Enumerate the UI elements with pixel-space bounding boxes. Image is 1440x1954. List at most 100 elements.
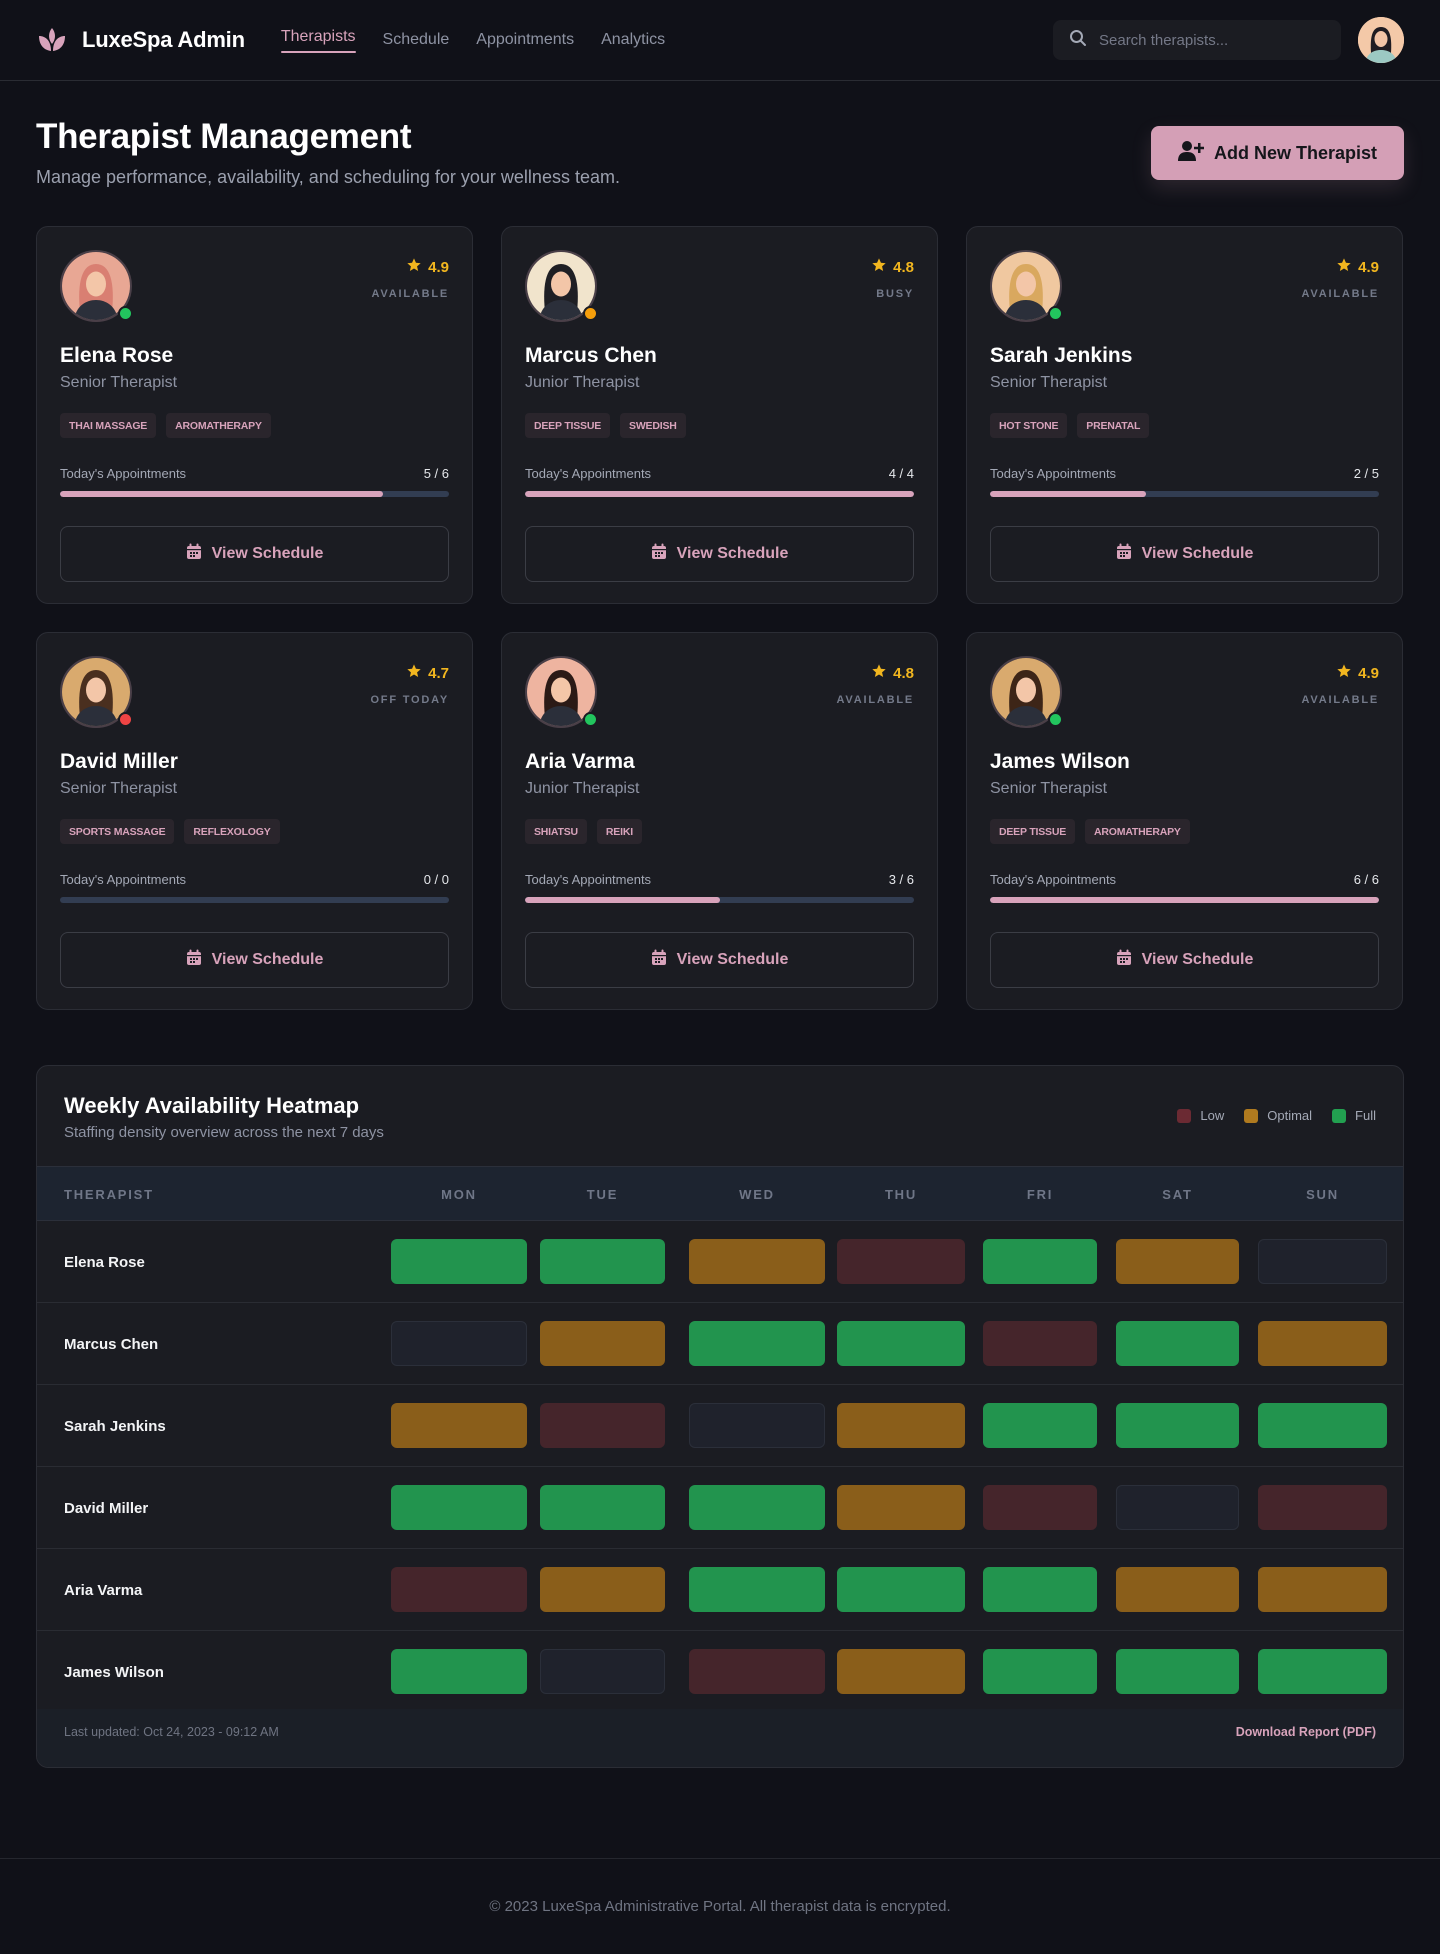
heatmap-cell-sat-empty[interactable] (1116, 1485, 1239, 1530)
heatmap-cell-wed-full[interactable] (689, 1567, 825, 1612)
heatmap-cell-thu-full[interactable] (837, 1321, 965, 1366)
heatmap-table: THERAPIST MON TUE WED THU FRI SAT SUN Elena Ros… (37, 1166, 1403, 1713)
heatmap-cell-tue-low[interactable] (540, 1403, 665, 1448)
heatmap-cell-thu-low[interactable] (837, 1239, 965, 1284)
heatmap-cell-tue-optimal[interactable] (540, 1321, 665, 1366)
heatmap-cell-thu-full[interactable] (837, 1567, 965, 1612)
heatmap-cell-thu-optimal[interactable] (837, 1649, 965, 1694)
rating-value: 4.9 (1358, 258, 1379, 276)
therapist-avatar[interactable] (60, 656, 132, 728)
search-box[interactable] (1053, 20, 1341, 60)
calendar-icon (186, 949, 212, 971)
heatmap-cell-sun-full[interactable] (1258, 1649, 1387, 1694)
heatmap-cell-fri-full[interactable] (983, 1649, 1097, 1694)
view-schedule-button[interactable]: View Schedule (60, 932, 449, 988)
heatmap-cell-sat-full[interactable] (1116, 1403, 1239, 1448)
heatmap-cell-sun-optimal[interactable] (1258, 1567, 1387, 1612)
view-schedule-button[interactable]: View Schedule (60, 526, 449, 582)
view-schedule-label: View Schedule (1141, 951, 1254, 968)
heatmap-therapist-name: Aria Varma (64, 1582, 143, 1599)
user-avatar[interactable] (1358, 17, 1404, 63)
heatmap-cell-mon-optimal[interactable] (391, 1403, 527, 1448)
nav-link-schedule[interactable]: Schedule (382, 31, 450, 48)
heatmap-cell-fri-full[interactable] (983, 1239, 1097, 1284)
heatmap-col-therapist: THERAPIST (64, 1187, 154, 1202)
heatmap-cell-tue-optimal[interactable] (540, 1567, 665, 1612)
specialty-tag: DEEP TISSUE (525, 413, 611, 438)
therapist-card-aria-varma: 4.8 AVAILABLE Aria Varma Junior Therapis… (501, 632, 938, 1010)
specialty-tags: SHIATSU REIKI (525, 819, 652, 844)
heatmap-cell-sun-full[interactable] (1258, 1403, 1387, 1448)
heatmap-cell-mon-low[interactable] (391, 1567, 527, 1612)
heatmap-cell-thu-optimal[interactable] (837, 1403, 965, 1448)
heatmap-cell-mon-empty[interactable] (391, 1321, 527, 1366)
add-new-therapist-button[interactable]: Add New Therapist (1151, 126, 1404, 180)
search-icon (1069, 29, 1087, 52)
therapist-avatar[interactable] (990, 250, 1062, 322)
heatmap-cell-tue-full[interactable] (540, 1485, 665, 1530)
appointments-count: 3 / 6 (888, 872, 914, 887)
heatmap-cell-sat-optimal[interactable] (1116, 1567, 1239, 1612)
heatmap-cell-fri-low[interactable] (983, 1485, 1097, 1530)
heatmap-cell-sun-low[interactable] (1258, 1485, 1387, 1530)
star-icon (406, 257, 428, 277)
heatmap-row: Elena Rose (37, 1221, 1403, 1303)
heatmap-cell-wed-optimal[interactable] (689, 1239, 825, 1284)
nav-link-analytics[interactable]: Analytics (601, 31, 666, 48)
heatmap-cell-fri-low[interactable] (983, 1321, 1097, 1366)
rating: 4.8 (871, 257, 914, 277)
appointments-count: 5 / 6 (423, 466, 449, 481)
search-input[interactable] (1099, 31, 1319, 49)
brand[interactable]: LuxeSpa Admin (36, 24, 245, 56)
heatmap-cell-tue-empty[interactable] (540, 1649, 665, 1694)
specialty-tag: SWEDISH (620, 413, 686, 438)
star-icon (871, 663, 893, 683)
specialty-tags: DEEP TISSUE AROMATHERAPY (990, 819, 1200, 844)
rating: 4.9 (1336, 663, 1379, 683)
therapist-role: Senior Therapist (60, 780, 178, 797)
nav-link-therapists[interactable]: Therapists (280, 28, 356, 53)
heatmap-cell-wed-empty[interactable] (689, 1403, 825, 1448)
view-schedule-button[interactable]: View Schedule (990, 932, 1379, 988)
therapist-avatar[interactable] (525, 656, 597, 728)
heatmap-cell-fri-full[interactable] (983, 1403, 1097, 1448)
status-dot (583, 712, 598, 727)
download-report-link[interactable]: Download Report (PDF) (1235, 1725, 1376, 1739)
heatmap-cell-fri-full[interactable] (983, 1567, 1097, 1612)
heatmap-col-thu: THU (884, 1187, 918, 1202)
heatmap-cell-sat-optimal[interactable] (1116, 1239, 1239, 1284)
view-schedule-button[interactable]: View Schedule (990, 526, 1379, 582)
heatmap-cell-wed-low[interactable] (689, 1649, 825, 1694)
heatmap-cell-sun-optimal[interactable] (1258, 1321, 1387, 1366)
heatmap-cell-tue-full[interactable] (540, 1239, 665, 1284)
heatmap-row: James Wilson (37, 1631, 1403, 1713)
heatmap-cell-mon-full[interactable] (391, 1485, 527, 1530)
heatmap-cell-wed-full[interactable] (689, 1485, 825, 1530)
heatmap-cell-mon-full[interactable] (391, 1239, 527, 1284)
progress-fill (990, 897, 1379, 903)
view-schedule-button[interactable]: View Schedule (525, 526, 914, 582)
heatmap-cell-sun-empty[interactable] (1258, 1239, 1387, 1284)
rating-value: 4.8 (893, 258, 914, 276)
heatmap-therapist-name: David Miller (64, 1500, 149, 1517)
view-schedule-button[interactable]: View Schedule (525, 932, 914, 988)
heatmap-cell-sat-full[interactable] (1116, 1649, 1239, 1694)
nav-link-appointments[interactable]: Appointments (476, 31, 575, 48)
heatmap-cell-sat-full[interactable] (1116, 1321, 1239, 1366)
status-dot (1048, 306, 1063, 321)
heatmap-cell-mon-full[interactable] (391, 1649, 527, 1694)
heatmap-cell-thu-optimal[interactable] (837, 1485, 965, 1530)
therapist-name: James Wilson (990, 750, 1130, 773)
appointments-progress (60, 897, 449, 903)
view-schedule-label: View Schedule (1141, 545, 1254, 562)
heatmap-therapist-name: Elena Rose (64, 1254, 145, 1271)
appointments-progress (525, 491, 914, 497)
calendar-icon (651, 949, 677, 971)
status-dot (118, 306, 133, 321)
heatmap-cell-wed-full[interactable] (689, 1321, 825, 1366)
specialty-tag: HOT STONE (990, 413, 1068, 438)
legend-full: Full (1332, 1108, 1376, 1123)
avatar-wrap (990, 250, 1063, 322)
rating: 4.7 (406, 663, 449, 683)
view-schedule-label: View Schedule (211, 951, 324, 968)
